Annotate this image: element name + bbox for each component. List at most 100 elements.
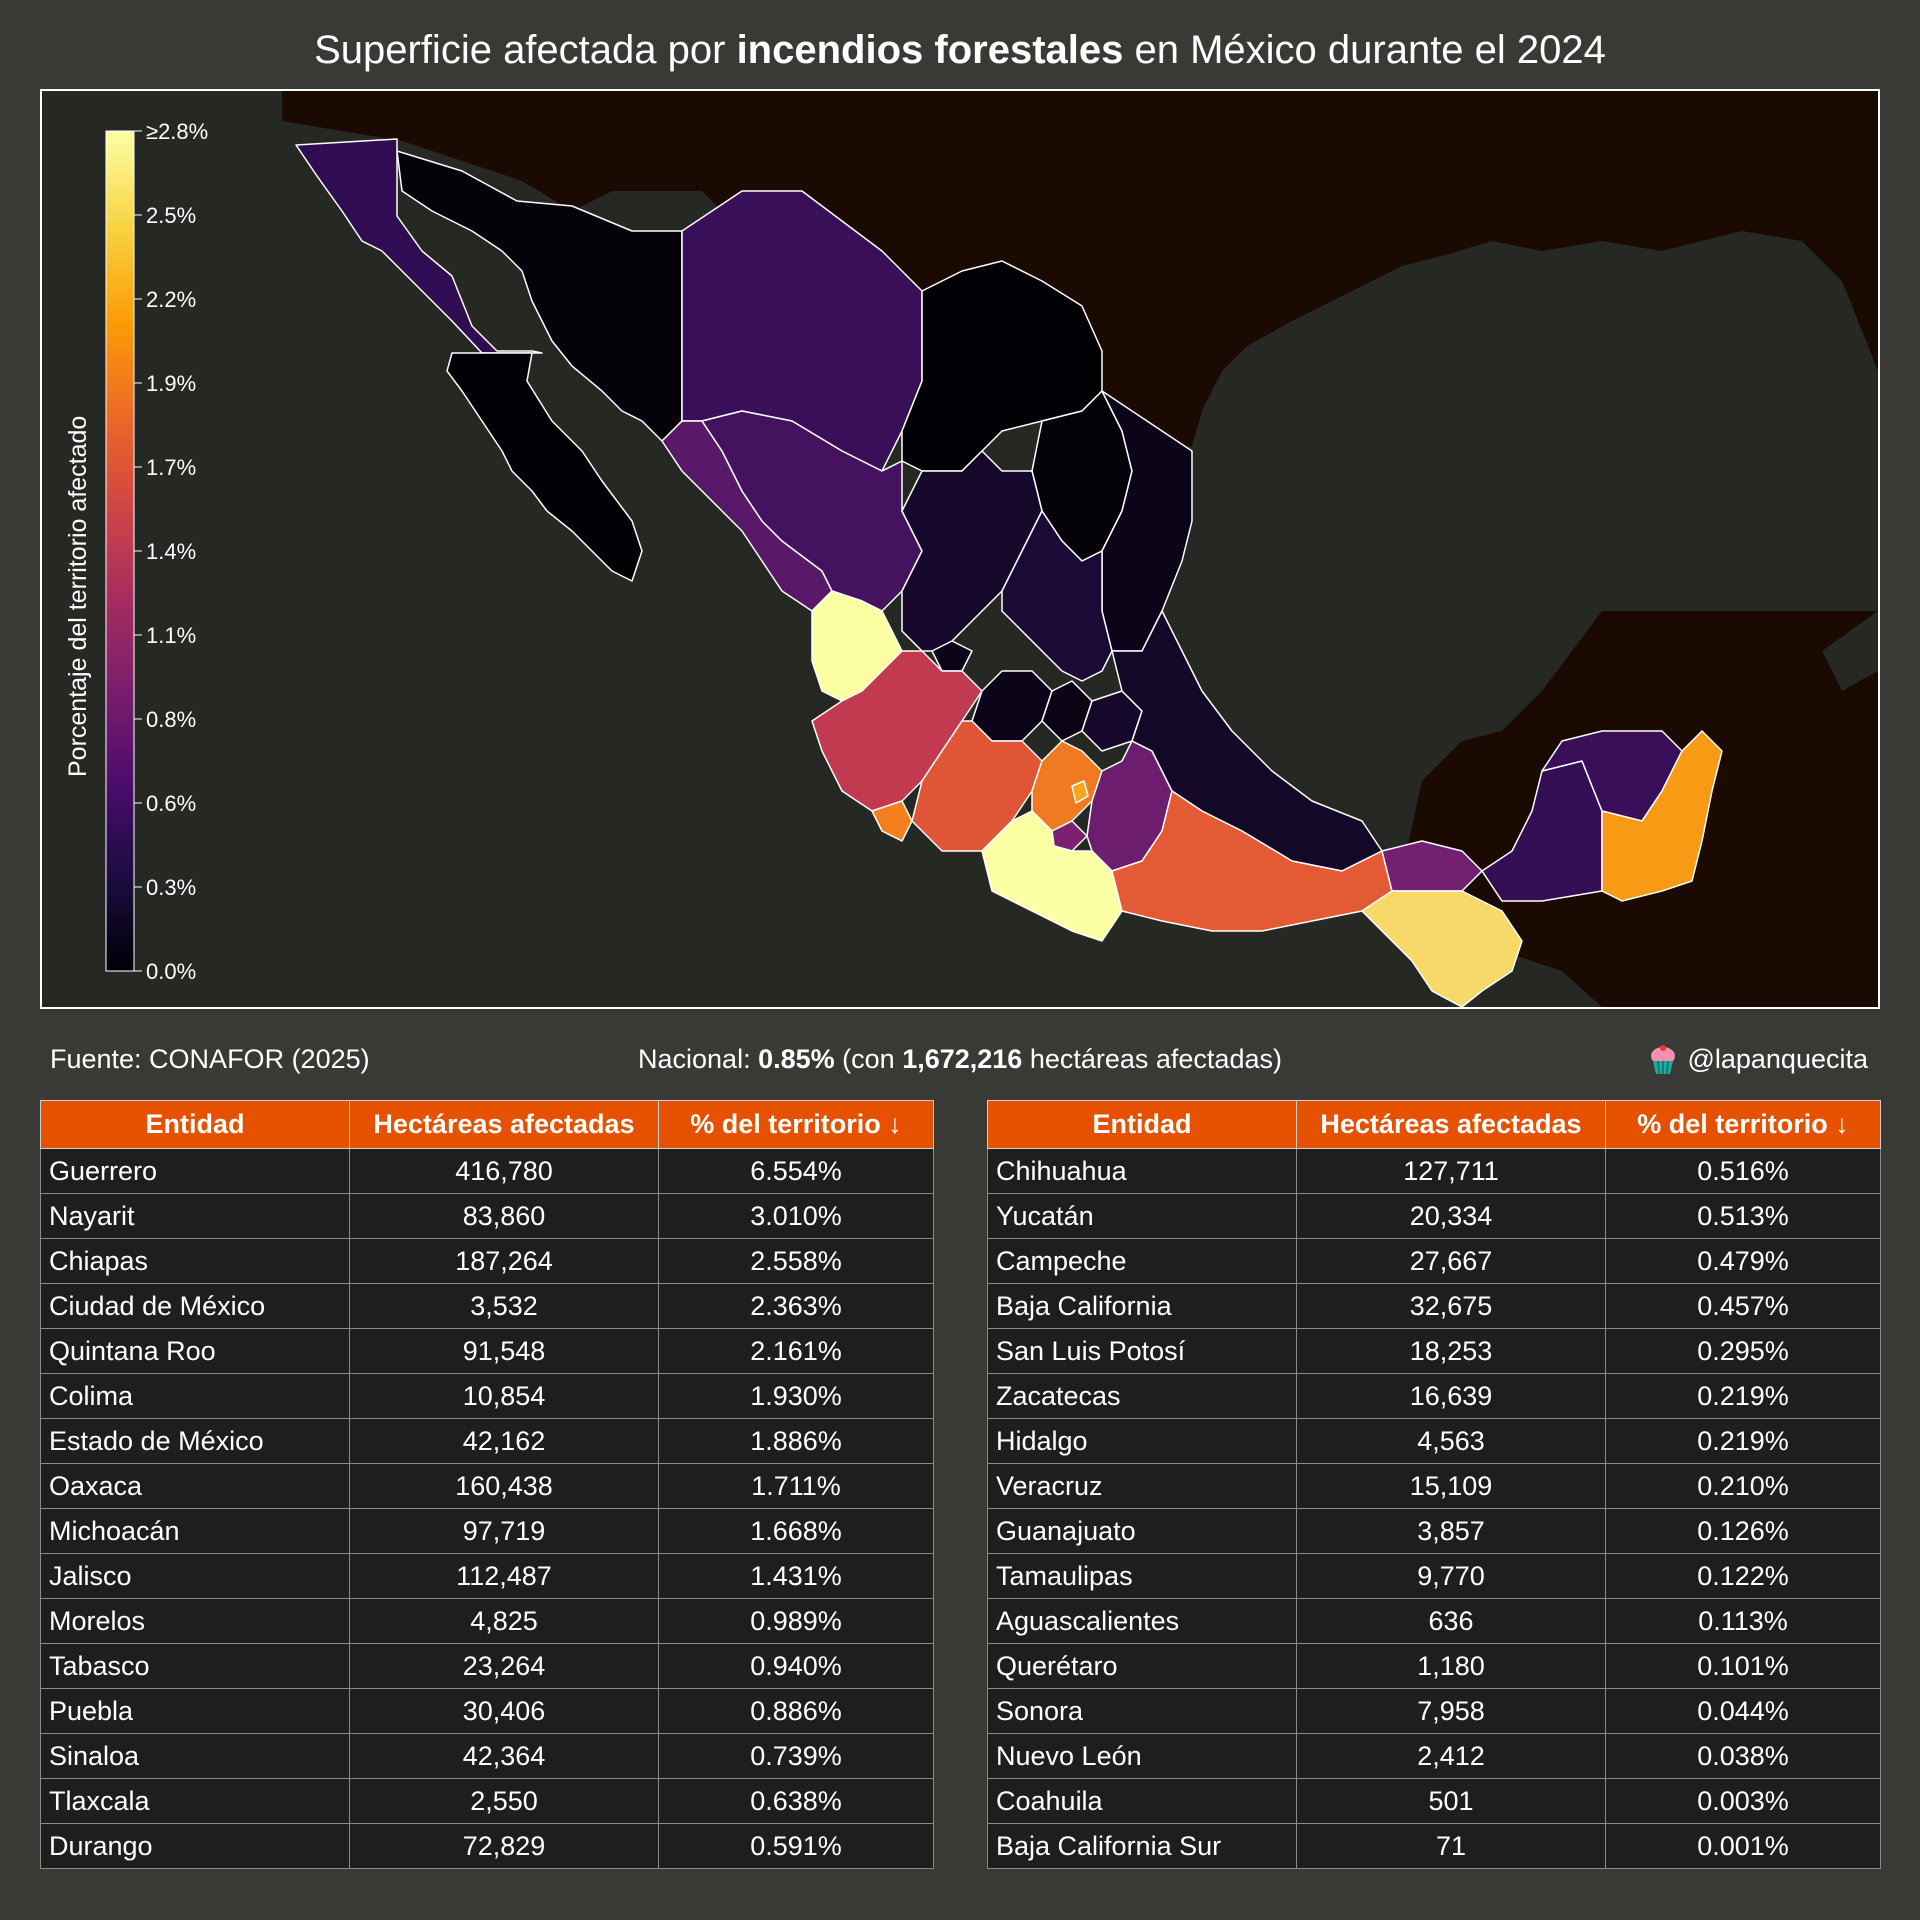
cell-hectareas: 30,406 xyxy=(349,1688,659,1734)
table-row: Baja California 32,675 0.457% xyxy=(987,1283,1881,1329)
cell-entidad: Quintana Roo xyxy=(40,1328,350,1374)
table-row: Chihuahua 127,711 0.516% xyxy=(987,1148,1881,1194)
cell-porcentaje: 1.711% xyxy=(658,1463,934,1509)
state-colima xyxy=(871,800,913,842)
cell-entidad: Tamaulipas xyxy=(987,1553,1297,1599)
cell-porcentaje: 0.638% xyxy=(658,1778,934,1824)
cell-entidad: Oaxaca xyxy=(40,1463,350,1509)
cell-porcentaje: 1.668% xyxy=(658,1508,934,1554)
title-prefix: Superficie afectada por xyxy=(314,28,737,72)
cell-porcentaje: 6.554% xyxy=(658,1148,934,1194)
colorbar-tick-label: ≥2.8% xyxy=(146,119,208,144)
cell-entidad: Michoacán xyxy=(40,1508,350,1554)
cell-hectareas: 15,109 xyxy=(1296,1463,1606,1509)
table-right: Entidad Hectáreas afectadas % del territ… xyxy=(987,1100,1881,1869)
national-hectares: 1,672,216 xyxy=(902,1044,1023,1074)
colorbar-tick-label: 0.0% xyxy=(146,959,196,984)
cell-porcentaje: 0.591% xyxy=(658,1823,934,1869)
table-row: Oaxaca 160,438 1.711% xyxy=(40,1463,934,1509)
cell-entidad: Puebla xyxy=(40,1688,350,1734)
author-credit: @lapanquecita xyxy=(1649,1044,1868,1075)
state-guerrero xyxy=(981,810,1123,942)
cell-porcentaje: 0.516% xyxy=(1605,1148,1881,1194)
table-row: Guanajuato 3,857 0.126% xyxy=(987,1508,1881,1554)
cell-entidad: Chiapas xyxy=(40,1238,350,1284)
table-row: Morelos 4,825 0.989% xyxy=(40,1598,934,1644)
table-row: Chiapas 187,264 2.558% xyxy=(40,1238,934,1284)
table-row: Hidalgo 4,563 0.219% xyxy=(987,1418,1881,1464)
cell-entidad: Colima xyxy=(40,1373,350,1419)
table-row: Ciudad de México 3,532 2.363% xyxy=(40,1283,934,1329)
cell-porcentaje: 0.989% xyxy=(658,1598,934,1644)
colorbar xyxy=(105,130,135,972)
cell-porcentaje: 0.457% xyxy=(1605,1283,1881,1329)
cell-porcentaje: 1.930% xyxy=(658,1373,934,1419)
cell-porcentaje: 0.126% xyxy=(1605,1508,1881,1554)
state-baja-california-sur xyxy=(446,352,643,582)
cell-hectareas: 187,264 xyxy=(349,1238,659,1284)
title-suffix: en México durante el 2024 xyxy=(1123,28,1606,72)
colorbar-tick-label: 1.9% xyxy=(146,371,196,396)
cell-entidad: Tlaxcala xyxy=(40,1778,350,1824)
legend-title: Porcentaje del territorio afectado xyxy=(64,415,92,777)
cell-entidad: Guerrero xyxy=(40,1148,350,1194)
cell-porcentaje: 1.431% xyxy=(658,1553,934,1599)
mexico-map: ≥2.8% 2.5% 2.2% 1.9% 1.7% 1.4% 1.1% 0.8% 0.6% 0.3… xyxy=(105,91,1878,1007)
cell-porcentaje: 0.113% xyxy=(1605,1598,1881,1644)
cell-hectareas: 4,825 xyxy=(349,1598,659,1644)
table-row: Tlaxcala 2,550 0.638% xyxy=(40,1778,934,1824)
header-entidad: Entidad xyxy=(987,1100,1297,1149)
cell-hectareas: 416,780 xyxy=(349,1148,659,1194)
table-left: Entidad Hectáreas afectadas % del territ… xyxy=(40,1100,934,1869)
state-chiapas xyxy=(1361,890,1523,1007)
cell-hectareas: 83,860 xyxy=(349,1193,659,1239)
national-summary: Nacional: 0.85% (con 1,672,216 hectáreas… xyxy=(0,1044,1920,1075)
cell-hectareas: 127,711 xyxy=(1296,1148,1606,1194)
header-porcentaje: % del territorio ↓ xyxy=(1605,1100,1881,1149)
cupcake-icon xyxy=(1651,1044,1676,1074)
cell-porcentaje: 3.010% xyxy=(658,1193,934,1239)
cell-porcentaje: 0.295% xyxy=(1605,1328,1881,1374)
cell-entidad: Nuevo León xyxy=(987,1733,1297,1779)
table-row: Durango 72,829 0.591% xyxy=(40,1823,934,1869)
table-header-row: Entidad Hectáreas afectadas % del territ… xyxy=(40,1100,934,1149)
cell-hectareas: 112,487 xyxy=(349,1553,659,1599)
table-row: Veracruz 15,109 0.210% xyxy=(987,1463,1881,1509)
colorbar-tick-label: 0.3% xyxy=(146,875,196,900)
cell-hectareas: 1,180 xyxy=(1296,1643,1606,1689)
cell-entidad: Morelos xyxy=(40,1598,350,1644)
cell-porcentaje: 0.001% xyxy=(1605,1823,1881,1869)
cell-hectareas: 7,958 xyxy=(1296,1688,1606,1734)
colorbar-tick-label: 0.8% xyxy=(146,707,196,732)
table-row: Sonora 7,958 0.044% xyxy=(987,1688,1881,1734)
table-row: Tamaulipas 9,770 0.122% xyxy=(987,1553,1881,1599)
cell-entidad: Jalisco xyxy=(40,1553,350,1599)
header-entidad: Entidad xyxy=(40,1100,350,1149)
cell-hectareas: 42,364 xyxy=(349,1733,659,1779)
cell-entidad: Durango xyxy=(40,1823,350,1869)
colorbar-tick-label: 1.1% xyxy=(146,623,196,648)
table-row: Aguascalientes 636 0.113% xyxy=(987,1598,1881,1644)
header-hectareas: Hectáreas afectadas xyxy=(349,1100,659,1149)
table-row: Guerrero 416,780 6.554% xyxy=(40,1148,934,1194)
table-row: Michoacán 97,719 1.668% xyxy=(40,1508,934,1554)
national-label: Nacional: xyxy=(638,1044,759,1074)
cell-porcentaje: 0.479% xyxy=(1605,1238,1881,1284)
cell-porcentaje: 2.558% xyxy=(658,1238,934,1284)
state-aguascalientes xyxy=(931,640,973,672)
table-row: San Luis Potosí 18,253 0.295% xyxy=(987,1328,1881,1374)
cell-entidad: Coahuila xyxy=(987,1778,1297,1824)
cuba-land xyxy=(1822,611,1878,691)
cell-entidad: Zacatecas xyxy=(987,1373,1297,1419)
cell-entidad: Guanajuato xyxy=(987,1508,1297,1554)
cell-hectareas: 27,667 xyxy=(1296,1238,1606,1284)
page-title: Superficie afectada por incendios forest… xyxy=(0,28,1920,73)
table-row: Colima 10,854 1.930% xyxy=(40,1373,934,1419)
table-row: Puebla 30,406 0.886% xyxy=(40,1688,934,1734)
cell-hectareas: 71 xyxy=(1296,1823,1606,1869)
cell-hectareas: 97,719 xyxy=(349,1508,659,1554)
cell-hectareas: 2,412 xyxy=(1296,1733,1606,1779)
cell-hectareas: 501 xyxy=(1296,1778,1606,1824)
cell-entidad: Yucatán xyxy=(987,1193,1297,1239)
title-bold: incendios forestales xyxy=(736,28,1124,72)
